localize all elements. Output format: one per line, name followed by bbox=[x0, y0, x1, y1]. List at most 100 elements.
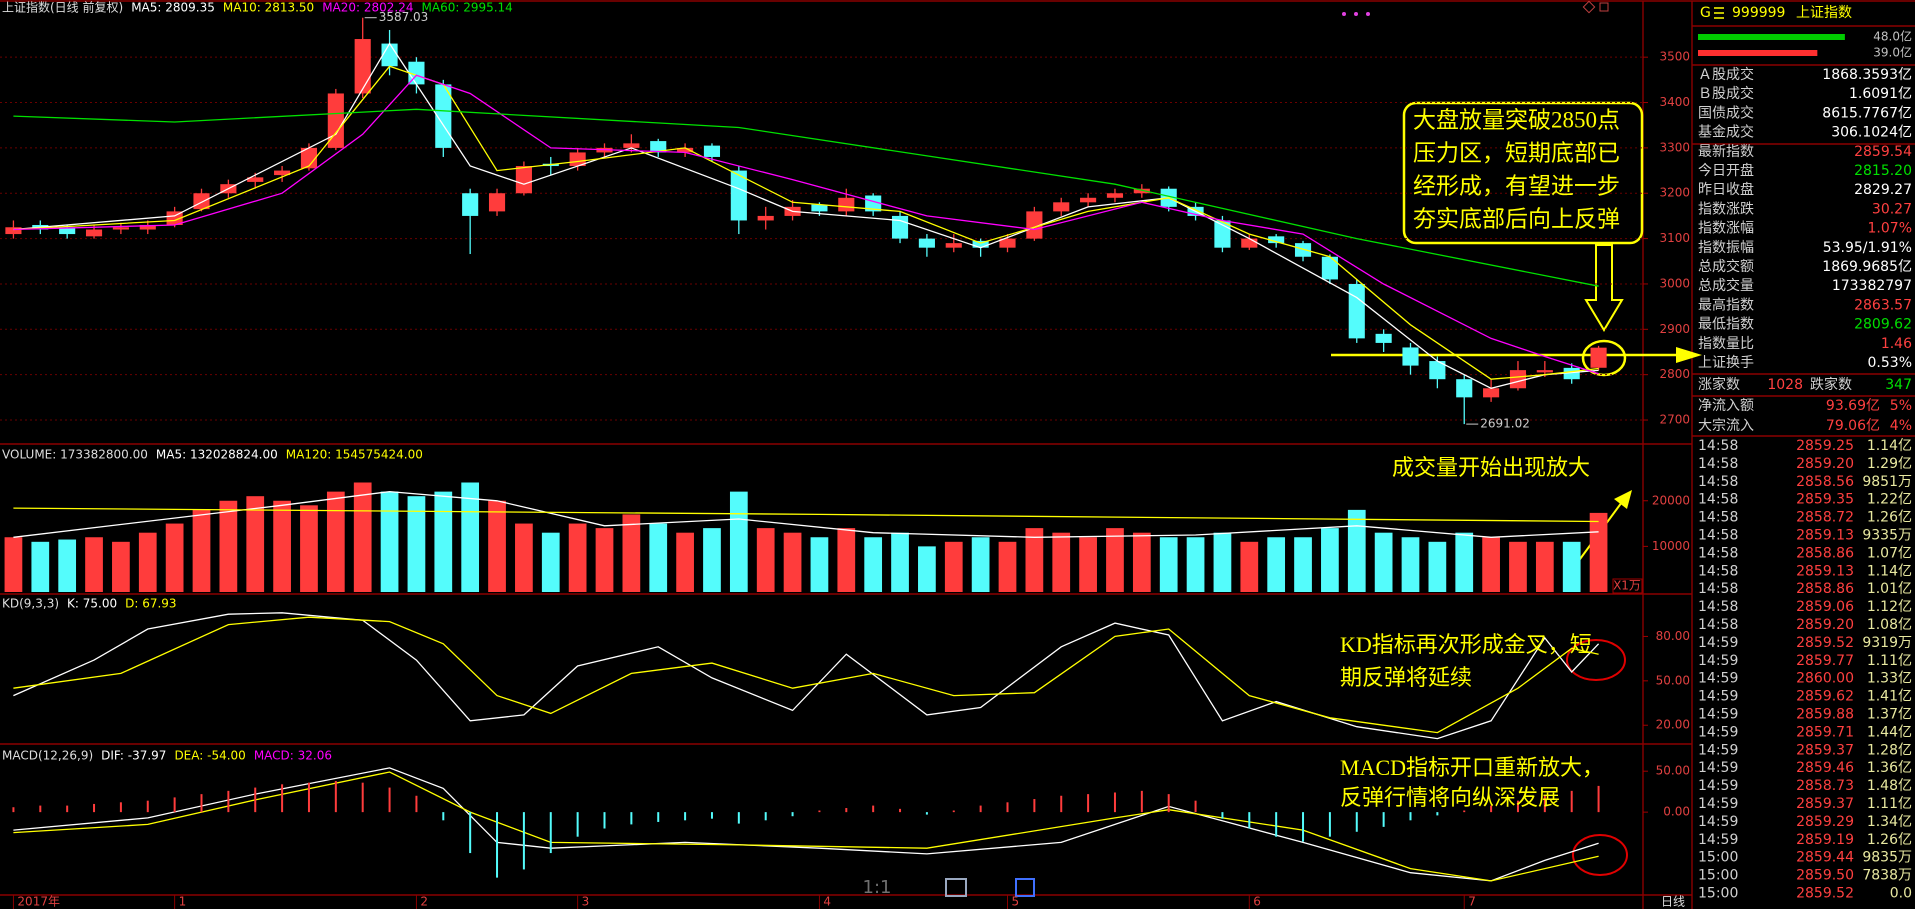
tick-price: 2859.44 bbox=[1796, 850, 1854, 866]
candle-body bbox=[59, 227, 76, 235]
candle-body bbox=[354, 39, 371, 94]
symbol-header: G 999999 上证指数 bbox=[1700, 5, 1852, 21]
candle-body bbox=[166, 211, 183, 225]
toolbar: 1:1 bbox=[863, 0, 1609, 898]
volume-bar bbox=[380, 491, 399, 592]
tick-time: 14:58 bbox=[1698, 599, 1738, 615]
legend-entry: MA5: 2809.35 bbox=[131, 1, 215, 15]
legend-entry: MA5: 132028824.00 bbox=[156, 448, 278, 462]
icon[interactable] bbox=[1599, 2, 1609, 12]
quote-label: 基金成交 bbox=[1698, 124, 1754, 141]
tool-icon[interactable] bbox=[1015, 878, 1035, 897]
tick-price: 2859.46 bbox=[1796, 760, 1854, 776]
series-line bbox=[13, 490, 1599, 538]
market-prefix: G bbox=[1700, 5, 1711, 21]
volume-bar bbox=[837, 528, 856, 592]
candle-body bbox=[1483, 388, 1500, 398]
y-tick-label: 50.00 bbox=[1656, 764, 1690, 778]
volume-bar bbox=[1052, 532, 1071, 592]
legend-entry: K: 75.00 bbox=[67, 597, 117, 611]
tick-price: 2859.13 bbox=[1796, 563, 1854, 579]
tick-volume: 1.14亿 bbox=[1867, 438, 1912, 454]
x-tick-label: 5 bbox=[1012, 895, 1020, 909]
tick-volume: 1.44亿 bbox=[1867, 724, 1912, 740]
tick-volume: 1.48亿 bbox=[1867, 778, 1912, 794]
tick-volume: 1.26亿 bbox=[1867, 510, 1912, 526]
tick-price: 2859.35 bbox=[1796, 492, 1854, 508]
tick-time: 14:58 bbox=[1698, 456, 1738, 472]
volume-bar bbox=[810, 537, 829, 592]
candle-body bbox=[327, 93, 344, 148]
volume-bar bbox=[998, 541, 1017, 592]
volume-bar bbox=[1186, 537, 1205, 592]
volume-bar bbox=[1589, 512, 1608, 592]
y-tick-label: 3200 bbox=[1659, 186, 1690, 200]
volume-bar bbox=[864, 537, 883, 592]
arrow-head bbox=[1614, 490, 1632, 509]
tick-volume: 1.12亿 bbox=[1867, 599, 1912, 615]
tick-time: 14:59 bbox=[1698, 653, 1738, 669]
fit-icon[interactable] bbox=[945, 878, 967, 897]
series-line bbox=[13, 767, 1599, 882]
breadth-label: 涨家数 bbox=[1698, 376, 1740, 393]
tick-price: 2859.62 bbox=[1796, 689, 1854, 705]
candle-body bbox=[757, 215, 774, 221]
candle-body bbox=[972, 240, 989, 248]
candle-body bbox=[1133, 188, 1150, 194]
tick-time: 14:58 bbox=[1698, 563, 1738, 579]
y-tick-label: 20000 bbox=[1652, 493, 1690, 507]
menu-icon[interactable] bbox=[1714, 7, 1724, 19]
tick-price: 2859.37 bbox=[1796, 742, 1854, 758]
legend-entry: MA120: 154575424.00 bbox=[286, 448, 423, 462]
y-tick-label: 3300 bbox=[1659, 140, 1690, 154]
y-tick-label: 80.00 bbox=[1656, 629, 1690, 643]
quote-label: Ｂ股成交 bbox=[1698, 85, 1754, 102]
series-line bbox=[13, 616, 1599, 734]
candle-body bbox=[1026, 211, 1043, 239]
candle-body bbox=[1536, 370, 1553, 373]
tick-time: 14:59 bbox=[1698, 832, 1738, 848]
symbol-name: 上证指数 bbox=[1796, 5, 1852, 21]
flow-label: 净流入额 bbox=[1698, 398, 1754, 414]
volume-bar bbox=[971, 537, 990, 592]
candle-body bbox=[139, 224, 156, 230]
candle-body bbox=[569, 152, 586, 167]
legend-entry: D: 67.93 bbox=[125, 597, 176, 611]
legend-entry: DIF: -37.97 bbox=[101, 749, 166, 763]
candle-body bbox=[488, 193, 506, 212]
candle-body bbox=[918, 238, 935, 248]
quote-value: 2829.27 bbox=[1854, 182, 1912, 198]
tick-price: 2860.00 bbox=[1796, 671, 1854, 687]
dot bbox=[1366, 12, 1370, 16]
y-tick-label: 10000 bbox=[1652, 539, 1690, 553]
flow-value: 93.69亿 bbox=[1826, 398, 1880, 414]
tick-time: 14:58 bbox=[1698, 510, 1738, 526]
candle-body bbox=[1106, 193, 1124, 198]
candle-body bbox=[1268, 236, 1285, 244]
tick-time: 15:00 bbox=[1698, 850, 1738, 866]
tick-volume: 1.29亿 bbox=[1867, 456, 1912, 472]
zoom-button[interactable]: 1:1 bbox=[863, 877, 892, 898]
volume-bar bbox=[192, 509, 211, 592]
volume-bar bbox=[165, 523, 184, 592]
highlight-circle bbox=[1581, 339, 1627, 377]
volume-bar bbox=[434, 491, 453, 592]
candle-body bbox=[1402, 347, 1419, 366]
volume-bar bbox=[461, 482, 480, 592]
tick-volume: 1.33亿 bbox=[1867, 671, 1912, 687]
candle-body bbox=[1375, 333, 1392, 343]
symbol-code: 999999 bbox=[1732, 5, 1785, 21]
annotation: 反弹行情将向纵深发展 bbox=[1340, 785, 1560, 810]
quote-label: 总成交额 bbox=[1698, 258, 1754, 275]
annotation: 压力区，短期底部已 bbox=[1413, 140, 1620, 165]
quote-label: 最低指数 bbox=[1698, 317, 1754, 333]
volume-bar bbox=[1535, 541, 1554, 592]
tick-time: 14:59 bbox=[1698, 635, 1738, 651]
tick-time: 14:58 bbox=[1698, 581, 1738, 597]
icon[interactable] bbox=[1582, 0, 1596, 14]
y-tick-label: 3500 bbox=[1659, 50, 1690, 64]
flow-bar-label: 48.0亿 bbox=[1873, 29, 1912, 44]
annotation: 夯实底部后向上反弹 bbox=[1413, 206, 1620, 231]
breadth-value: 1028 bbox=[1767, 377, 1803, 393]
volume-bar bbox=[273, 500, 291, 592]
